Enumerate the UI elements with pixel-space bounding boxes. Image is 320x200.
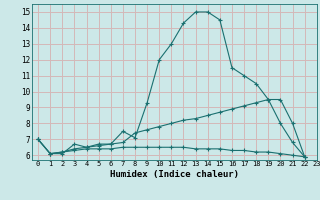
X-axis label: Humidex (Indice chaleur): Humidex (Indice chaleur) [110, 170, 239, 179]
